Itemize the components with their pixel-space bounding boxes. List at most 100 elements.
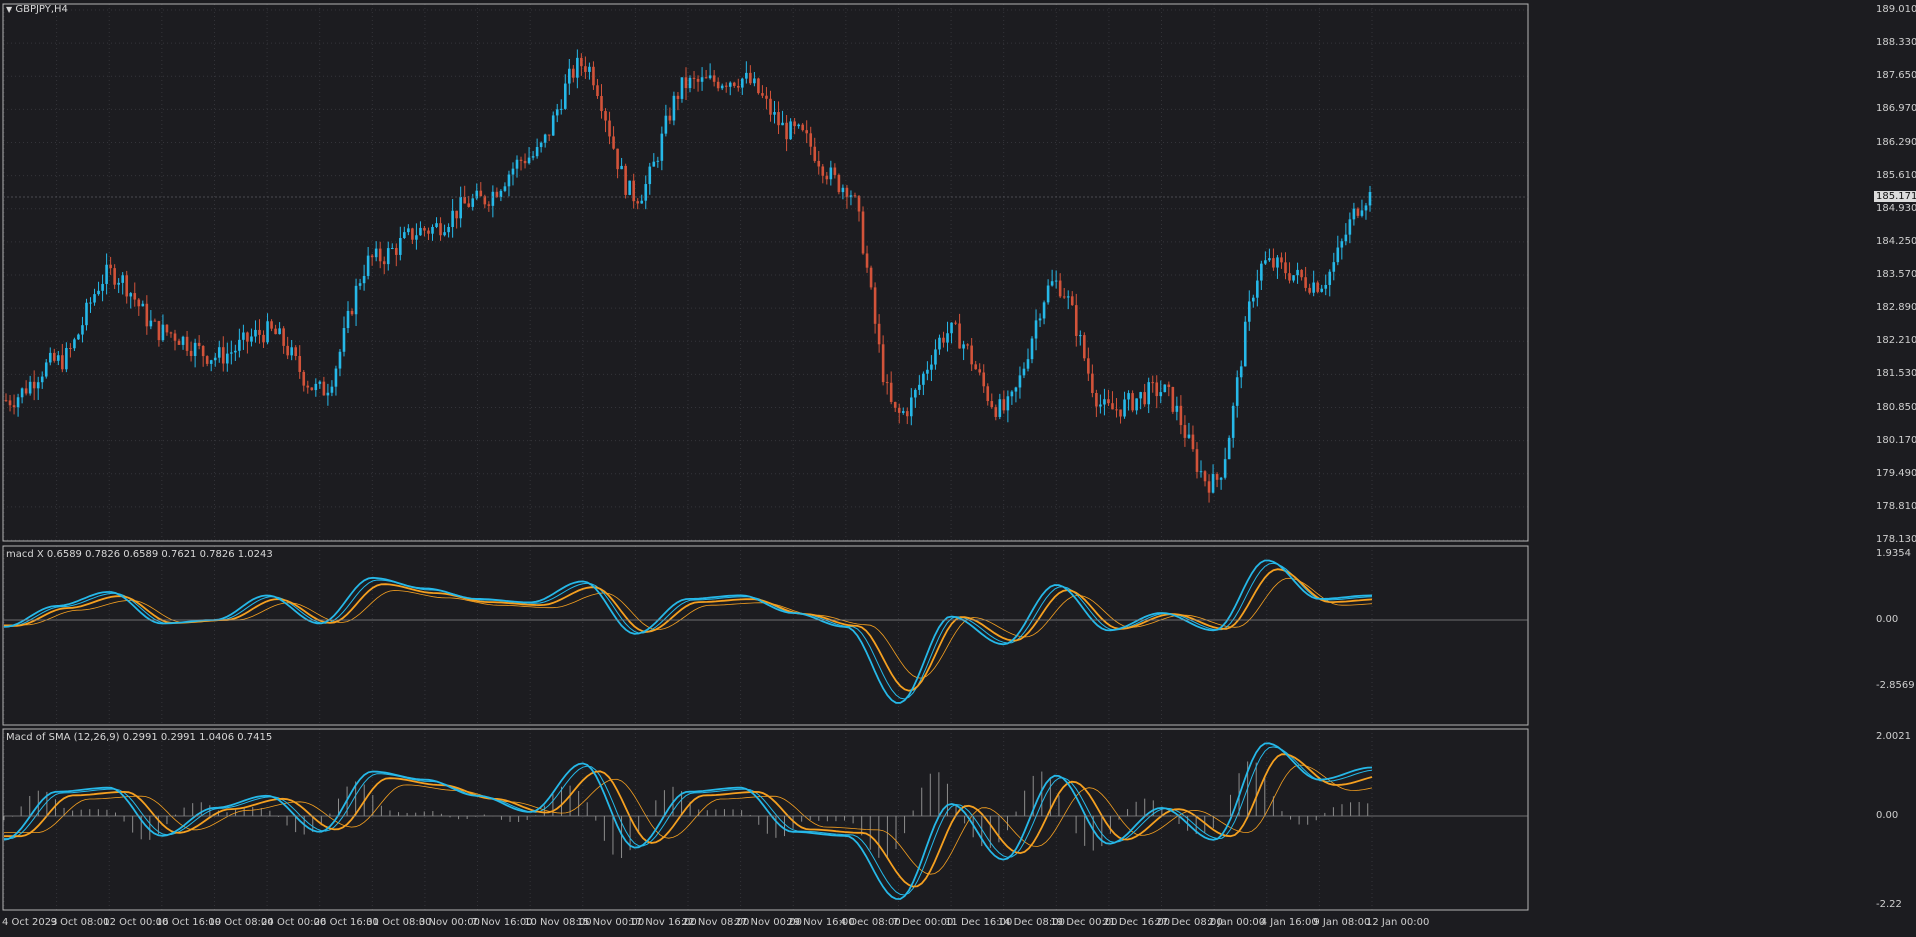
candle-body [93, 294, 96, 303]
candle-body [728, 82, 732, 87]
candle-body [423, 227, 426, 231]
candle-body [901, 411, 905, 413]
candle-body [889, 382, 893, 402]
candle-body [1167, 384, 1171, 387]
candle-body [873, 287, 877, 324]
candle-body [503, 186, 507, 191]
candle-body [246, 332, 249, 342]
candle-body [1046, 285, 1050, 303]
price-axis-label: 187.650 [1876, 70, 1916, 82]
candle-body [523, 160, 527, 164]
candle-body [648, 166, 652, 185]
candle-body [805, 130, 808, 134]
candle-body [1252, 297, 1255, 302]
candle-body [1312, 282, 1315, 293]
candle-body [543, 134, 547, 143]
candle-body [572, 68, 575, 78]
candle-body [813, 146, 817, 161]
candle-body [129, 293, 133, 297]
candle-body [205, 356, 209, 364]
candle-body [672, 95, 676, 121]
candle-body [668, 115, 672, 121]
candle-body [982, 372, 986, 387]
candle-body [865, 253, 869, 268]
candle-body [1074, 305, 1078, 336]
time-axis-label: 12 Jan 00:00 [1366, 917, 1430, 928]
candle-body [708, 75, 712, 79]
candle-body [435, 223, 438, 227]
time-axis-label: 16 Oct 16:00 [155, 917, 222, 928]
candle-body [757, 78, 760, 94]
candle-body [817, 160, 821, 167]
candle-body [624, 165, 627, 195]
indicator2-label: Macd of SMA (12,26,9) 0.2991 0.2991 1.04… [6, 732, 273, 743]
candle-body [1203, 471, 1207, 482]
candle-body [8, 400, 12, 406]
time-axis-label: 10 Nov 08:00 [524, 917, 592, 928]
candle-body [266, 321, 269, 343]
candle-body [270, 321, 273, 329]
candle-body [1276, 257, 1279, 268]
candle-body [950, 322, 953, 334]
candle-body [1131, 393, 1134, 411]
indicator2-axis-min: -2.22 [1876, 899, 1902, 910]
candle-body [169, 332, 173, 334]
chevron-down-icon[interactable]: ▼ [6, 5, 13, 14]
candle-body [1187, 434, 1191, 438]
macd-line-thin [4, 746, 1373, 896]
candle-body [970, 345, 973, 365]
signal-line-thin [4, 764, 1373, 875]
candle-body [330, 386, 334, 393]
candle-body [934, 349, 937, 365]
time-axis-label: 9 Oct 08:00 [50, 917, 110, 928]
time-axis-label: 24 Oct 00:00 [261, 917, 327, 928]
candle-body [4, 400, 8, 402]
candle-body [69, 347, 72, 349]
candle-body [837, 174, 841, 193]
candle-body [314, 383, 318, 391]
candle-body [1111, 403, 1114, 410]
candle-body [1340, 241, 1344, 248]
price-axis-label: 180.170 [1876, 434, 1916, 446]
candle-body [495, 191, 499, 198]
candle-body [1042, 302, 1046, 319]
candle-body [226, 353, 229, 364]
candle-body [121, 275, 124, 283]
candle-body [1199, 471, 1203, 473]
candle-body [1123, 399, 1126, 417]
candle-body [644, 184, 648, 201]
candle-body [399, 238, 402, 255]
candle-body [720, 85, 724, 89]
candle-body [849, 195, 853, 198]
candle-body [149, 320, 153, 327]
candle-body [52, 352, 56, 361]
candle-body [286, 345, 289, 356]
candle-body [640, 200, 644, 204]
candle-body [32, 381, 36, 389]
candle-body [479, 190, 483, 197]
candle-body [515, 159, 519, 169]
candle-body [785, 122, 788, 140]
candle-body [511, 168, 515, 175]
candle-body [185, 336, 189, 351]
candle-body [801, 124, 804, 131]
candle-body [181, 336, 185, 345]
candle-body [390, 248, 394, 250]
current-price-tag: 185.171 [1874, 191, 1916, 202]
candle-body [732, 82, 736, 86]
symbol-title[interactable]: ▼ GBPJPY,H4 [6, 4, 68, 15]
price-axis-label: 188.330 [1876, 37, 1916, 49]
candle-body [612, 136, 615, 149]
candle-body [1054, 280, 1058, 282]
candle-body [877, 323, 881, 345]
candle-body [773, 112, 776, 115]
time-axis-label: 19 Dec 00:00 [1050, 917, 1118, 928]
macd-line [3, 742, 1373, 900]
candle-body [1264, 260, 1267, 264]
candle-body [1050, 281, 1054, 286]
candle-body [1083, 335, 1086, 359]
candle-body [724, 85, 728, 87]
candle-body [85, 302, 88, 326]
